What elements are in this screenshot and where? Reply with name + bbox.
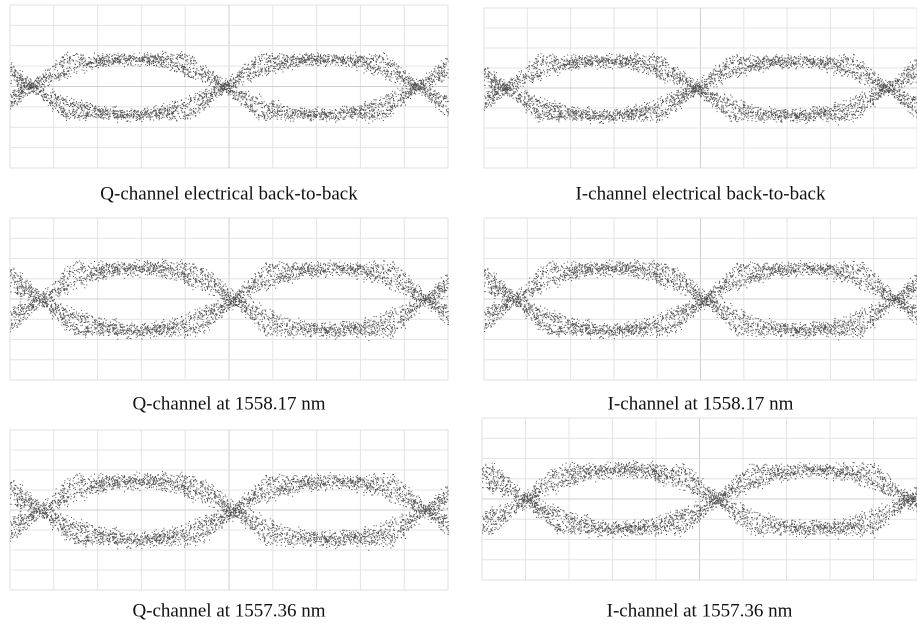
eye-trace	[10, 50, 449, 124]
panel-caption: Q-channel at 1558.17 nm	[132, 393, 325, 414]
panel-caption: Q-channel at 1557.36 nm	[132, 600, 325, 621]
eye-trace	[484, 52, 917, 126]
panel-caption: I-channel at 1558.17 nm	[608, 393, 794, 414]
panel-caption: I-channel at 1557.36 nm	[607, 600, 793, 621]
panel-caption: I-channel electrical back-to-back	[575, 183, 826, 204]
panel-caption: Q-channel electrical back-to-back	[100, 183, 358, 204]
eye-trace	[482, 460, 917, 540]
